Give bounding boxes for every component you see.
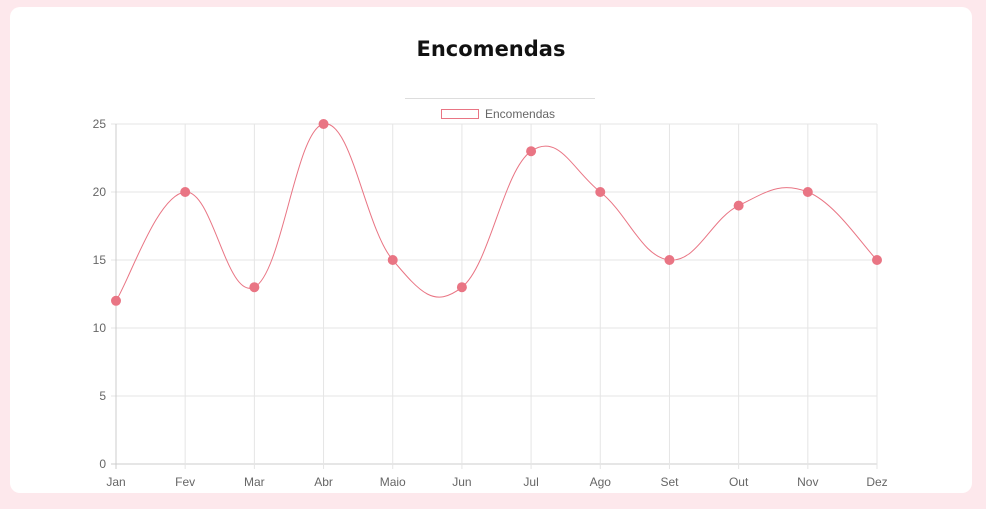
legend-swatch xyxy=(441,109,479,119)
y-tick-label: 0 xyxy=(99,457,106,471)
y-tick-label: 25 xyxy=(93,117,107,131)
data-point xyxy=(664,255,675,265)
x-tick-label: Mar xyxy=(244,475,265,489)
x-tick-label: Jan xyxy=(106,475,125,489)
title-divider xyxy=(405,98,595,99)
x-tick-label: Abr xyxy=(314,475,333,489)
data-point xyxy=(456,282,467,293)
chart-title: Encomendas xyxy=(416,37,566,61)
data-point xyxy=(387,255,398,265)
data-point xyxy=(249,282,260,293)
x-tick-label: Ago xyxy=(590,475,612,489)
data-point xyxy=(872,255,882,265)
y-tick-label: 5 xyxy=(99,389,106,403)
y-tick-label: 20 xyxy=(93,185,107,199)
legend-label: Encomendas xyxy=(485,107,556,121)
data-point xyxy=(180,187,191,197)
data-point xyxy=(318,119,329,129)
y-tick-label: 15 xyxy=(93,253,107,267)
x-tick-label: Jul xyxy=(523,475,538,489)
chart-card: Encomendas Encomendas xyxy=(10,7,972,493)
data-point xyxy=(111,295,121,306)
data-point xyxy=(733,200,744,211)
x-tick-label: Out xyxy=(729,475,749,489)
x-tick-label: Set xyxy=(660,475,679,489)
data-point xyxy=(802,187,813,197)
y-tick-label: 10 xyxy=(93,321,107,335)
data-point xyxy=(526,146,537,157)
chart-legend[interactable]: Encomendas xyxy=(441,106,555,122)
x-tick-label: Fev xyxy=(175,475,195,489)
x-tick-label: Maio xyxy=(380,475,406,489)
data-point xyxy=(595,187,606,197)
x-tick-label: Nov xyxy=(797,475,818,489)
series-line-encomendas xyxy=(115,123,878,302)
x-tick-label: Jun xyxy=(452,475,471,489)
x-tick-label: Dez xyxy=(866,475,887,489)
